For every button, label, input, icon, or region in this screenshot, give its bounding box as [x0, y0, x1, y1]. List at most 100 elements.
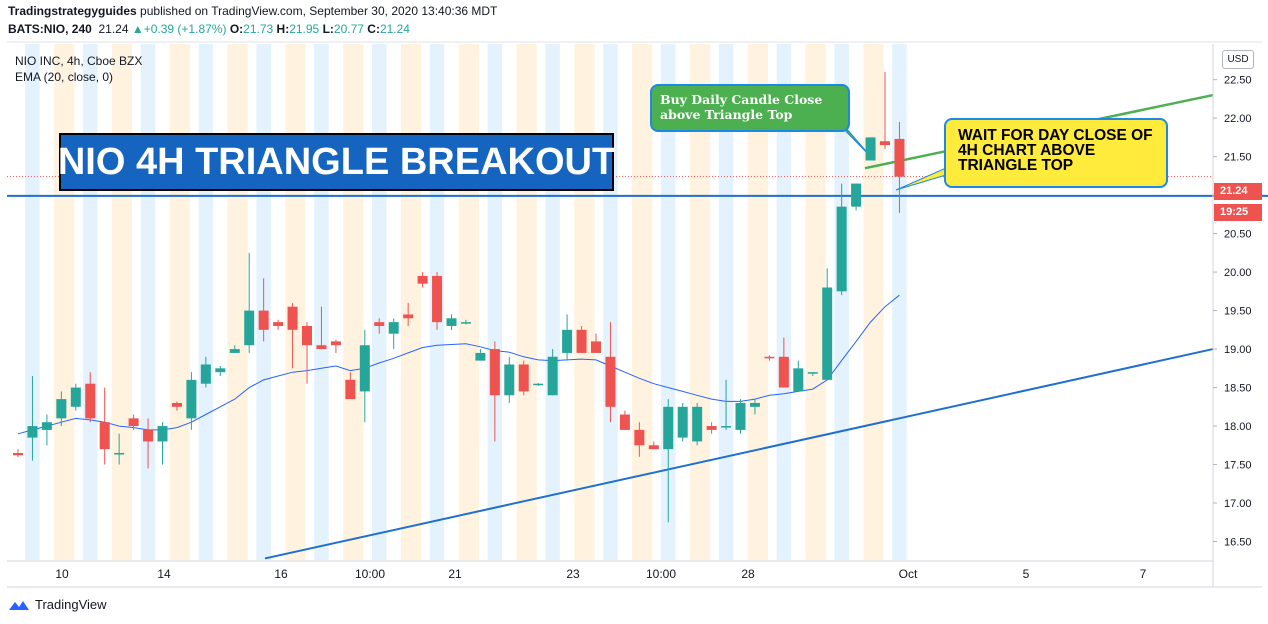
candle[interactable] [851, 183, 862, 211]
candle-body [663, 406, 674, 450]
candle[interactable] [157, 422, 168, 465]
triangle-bottom-line[interactable] [264, 348, 1214, 560]
candle[interactable] [229, 345, 240, 353]
candle[interactable] [70, 383, 81, 411]
candle[interactable] [374, 318, 385, 334]
symbol: BATS:NIO, 240 [8, 22, 92, 36]
wait-callout[interactable]: WAIT FOR DAY CLOSE OF 4H CHART ABOVE TRI… [944, 118, 1168, 188]
x-tick-label: 16 [274, 567, 288, 581]
candle[interactable] [99, 387, 110, 465]
x-tick-label: 21 [448, 567, 462, 581]
time-tag: 19:25 [1214, 204, 1262, 221]
candle-body [721, 426, 732, 428]
instrument-legend[interactable]: NIO INC, 4h, Cboe BZX [15, 54, 143, 68]
candle[interactable] [591, 333, 601, 353]
author[interactable]: Tradingstrategyguides [8, 4, 137, 18]
high-label: H: [276, 22, 290, 36]
postmarket-band [400, 44, 422, 560]
candle[interactable] [56, 391, 67, 427]
candle[interactable] [489, 341, 500, 442]
candle[interactable] [27, 376, 38, 461]
candle[interactable] [706, 422, 717, 434]
candle-body [547, 356, 558, 396]
candle[interactable] [446, 314, 457, 330]
candle[interactable] [764, 355, 775, 361]
candle[interactable] [749, 399, 760, 415]
candle[interactable] [114, 433, 125, 465]
candle[interactable] [273, 319, 284, 330]
candle[interactable] [778, 337, 789, 388]
candle[interactable] [460, 319, 471, 325]
candle[interactable] [807, 372, 818, 377]
candle[interactable] [345, 372, 356, 400]
candle[interactable] [128, 414, 139, 430]
candle-body [359, 345, 370, 392]
candle[interactable] [475, 349, 486, 361]
candle[interactable] [634, 422, 645, 457]
candle[interactable] [663, 399, 674, 523]
candle-body [128, 418, 139, 427]
postmarket-band [516, 44, 537, 560]
candle[interactable] [186, 372, 197, 430]
change-value: +0.39 (+1.87%) [143, 22, 227, 36]
candle[interactable] [677, 402, 688, 442]
candle[interactable] [735, 399, 746, 434]
open-label: O: [229, 22, 244, 36]
candle[interactable] [721, 379, 732, 430]
candle[interactable] [533, 382, 544, 387]
candle[interactable] [359, 329, 370, 423]
candle-body [316, 345, 327, 350]
candle[interactable] [316, 306, 327, 350]
candle[interactable] [836, 183, 847, 296]
indicator-legend[interactable]: EMA (20, close, 0) [15, 70, 114, 84]
candle[interactable] [432, 272, 443, 330]
candle[interactable] [143, 418, 154, 469]
premarket-band [718, 44, 734, 560]
buy-callout[interactable]: Buy Daily Candle Close above Triangle To… [650, 84, 850, 132]
candle-body [836, 206, 847, 292]
publish-info: Tradingstrategyguides published on Tradi… [8, 4, 497, 18]
chart-title-annotation[interactable]: NIO 4H TRIANGLE BREAKOUT [58, 133, 615, 191]
candle[interactable] [504, 356, 515, 403]
tradingview-logo[interactable]: TradingView [8, 597, 107, 612]
candle[interactable] [85, 372, 96, 423]
candle[interactable] [518, 360, 529, 396]
candle[interactable] [793, 360, 804, 392]
candle[interactable] [330, 339, 341, 353]
candle-body [171, 402, 182, 407]
candle-body [504, 364, 515, 396]
candle-body [374, 322, 385, 326]
currency-label[interactable]: USD [1222, 50, 1254, 69]
candle[interactable] [562, 314, 573, 361]
last-price-tag: 21.24 [1214, 183, 1262, 200]
candle[interactable] [200, 356, 211, 388]
candle[interactable] [547, 349, 558, 396]
candle[interactable] [41, 414, 52, 446]
open-value: 21.73 [243, 22, 274, 36]
candle[interactable] [894, 121, 905, 213]
candle-body [345, 379, 356, 400]
candle[interactable] [619, 410, 630, 430]
candle[interactable] [215, 366, 226, 377]
candle-body [244, 310, 255, 346]
candle[interactable] [258, 278, 269, 342]
candle[interactable] [13, 449, 23, 457]
candle[interactable] [287, 302, 298, 369]
candle[interactable] [388, 318, 399, 350]
candle[interactable] [880, 71, 890, 149]
brand-text: TradingView [35, 597, 107, 612]
x-tick-label: 10:00 [355, 567, 385, 581]
candle[interactable] [692, 402, 703, 446]
candle[interactable] [648, 441, 659, 450]
candle[interactable] [403, 302, 414, 326]
candle-body [634, 429, 645, 446]
candle[interactable] [171, 401, 182, 411]
candle[interactable] [865, 137, 876, 161]
candle[interactable] [302, 322, 312, 384]
candle[interactable] [576, 325, 587, 353]
candle[interactable] [244, 252, 255, 353]
candle[interactable] [417, 272, 428, 288]
candle[interactable] [605, 322, 616, 423]
candle[interactable] [822, 268, 833, 380]
